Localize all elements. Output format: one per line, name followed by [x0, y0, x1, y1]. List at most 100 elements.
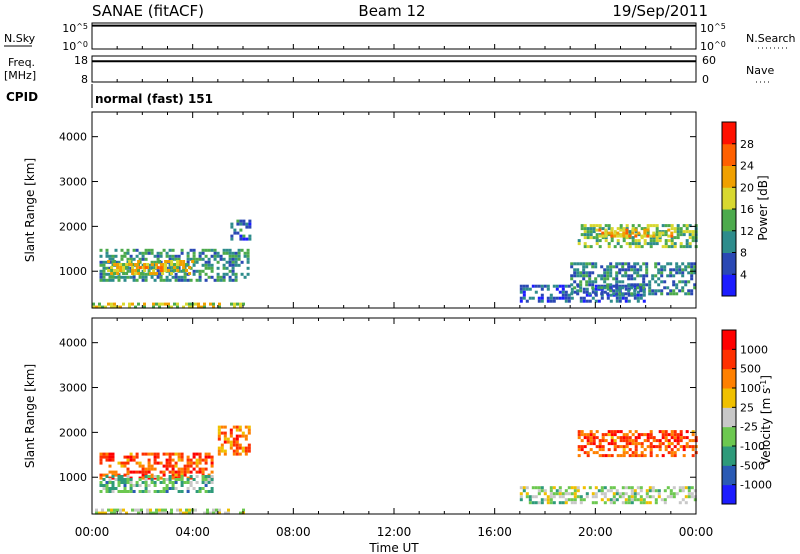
- scatter-cell: [111, 470, 115, 474]
- scatter-cell: [600, 290, 604, 294]
- scatter-cell: [685, 445, 689, 449]
- scatter-cell: [125, 511, 128, 515]
- scatter-cell: [235, 446, 239, 450]
- scatter-cell: [126, 455, 130, 459]
- scatter-cell: [246, 251, 250, 255]
- colorbar-tick-label: 25: [740, 401, 754, 414]
- scatter-cell: [122, 302, 125, 306]
- scatter-cell: [171, 487, 175, 490]
- scatter-cell: [691, 239, 695, 243]
- scatter-cell: [598, 228, 602, 232]
- scatter-cell: [223, 425, 227, 429]
- scatter-cell: [114, 275, 118, 279]
- scatter-cell: [670, 239, 674, 243]
- velocity-cbar-label: Velocity [m s-1]: [759, 375, 773, 465]
- scatter-cell: [186, 478, 190, 481]
- scatter-cell: [135, 452, 139, 456]
- scatter-cell: [192, 269, 196, 273]
- scatter-cell: [600, 489, 604, 493]
- scatter-cell: [111, 275, 115, 279]
- scatter-cell: [534, 495, 538, 499]
- scatter-cell: [672, 280, 676, 284]
- scatter-cell: [579, 262, 583, 266]
- scatter-cell: [210, 275, 214, 279]
- scatter-cell: [639, 286, 643, 290]
- scatter-cell: [120, 254, 124, 258]
- scatter-cell: [216, 260, 220, 264]
- colorbar-tick-label: 28: [740, 138, 754, 151]
- scatter-cell: [625, 442, 629, 446]
- scatter-cell: [98, 511, 101, 515]
- scatter-cell: [690, 274, 694, 278]
- scatter-cell: [607, 224, 611, 228]
- scatter-cell: [110, 269, 114, 272]
- scatter-cell: [117, 484, 121, 487]
- scatter-cell: [595, 242, 599, 246]
- scatter-cell: [174, 461, 178, 465]
- scatter-cell: [630, 495, 634, 499]
- scatter-cell: [246, 272, 250, 276]
- scatter-cell: [628, 230, 632, 234]
- scatter-cell: [564, 501, 568, 505]
- scatter-cell: [576, 292, 580, 296]
- scatter-cell: [615, 283, 619, 287]
- scatter-cell: [664, 233, 668, 237]
- scatter-cell: [522, 284, 526, 288]
- scatter-cell: [222, 257, 226, 261]
- scatter-cell: [102, 484, 106, 487]
- x-tick-label: 00:00: [679, 525, 714, 539]
- scatter-cell: [129, 452, 133, 456]
- scatter-cell: [525, 284, 529, 288]
- scatter-cell: [239, 305, 242, 309]
- scatter-cell: [159, 254, 163, 258]
- scatter-cell: [183, 473, 187, 477]
- scatter-cell: [194, 508, 197, 512]
- scatter-cell: [147, 490, 151, 493]
- scatter-cell: [159, 251, 163, 255]
- scatter-cell: [177, 455, 181, 459]
- scatter-cell: [598, 448, 602, 452]
- scatter-cell: [108, 452, 112, 456]
- scatter-cell: [243, 254, 247, 258]
- scatter-cell: [113, 508, 116, 512]
- scatter-cell: [228, 275, 232, 279]
- scatter-cell: [138, 257, 142, 261]
- scatter-cell: [652, 242, 656, 246]
- scatter-cell: [198, 487, 202, 490]
- scatter-cell: [229, 443, 233, 447]
- scatter-cell: [207, 452, 211, 456]
- scatter-cell: [126, 248, 130, 252]
- scatter-cell: [646, 242, 650, 246]
- scatter-cell: [667, 239, 671, 243]
- scatter-cell: [186, 260, 190, 264]
- scatter-cell: [188, 272, 192, 275]
- scatter-cell: [678, 489, 682, 493]
- scatter-cell: [595, 436, 599, 440]
- x-tick-label: 12:00: [377, 525, 412, 539]
- scatter-cell: [627, 274, 631, 278]
- scatter-cell: [549, 293, 553, 297]
- scatter-cell: [179, 511, 182, 515]
- scatter-cell: [234, 254, 238, 258]
- scatter-cell: [147, 470, 151, 474]
- scatter-cell: [625, 242, 629, 246]
- scatter-cell: [159, 266, 163, 270]
- scatter-cell: [630, 268, 634, 272]
- scatter-cell: [519, 498, 523, 502]
- scatter-cell: [637, 245, 641, 249]
- scatter-cell: [144, 272, 148, 276]
- scatter-cell: [693, 271, 697, 275]
- scatter-cell: [681, 498, 685, 502]
- scatter-cell: [601, 454, 605, 458]
- scatter-cell: [646, 433, 650, 437]
- scatter-cell: [119, 269, 123, 272]
- scatter-cell: [220, 443, 224, 447]
- scatter-cell: [120, 464, 124, 468]
- scatter-cell: [654, 498, 658, 502]
- scatter-cell: [92, 302, 95, 306]
- scatter-cell: [651, 277, 655, 281]
- scatter-cell: [231, 269, 235, 273]
- scatter-cell: [591, 290, 595, 294]
- scatter-cell: [549, 498, 553, 502]
- scatter-cell: [168, 266, 172, 270]
